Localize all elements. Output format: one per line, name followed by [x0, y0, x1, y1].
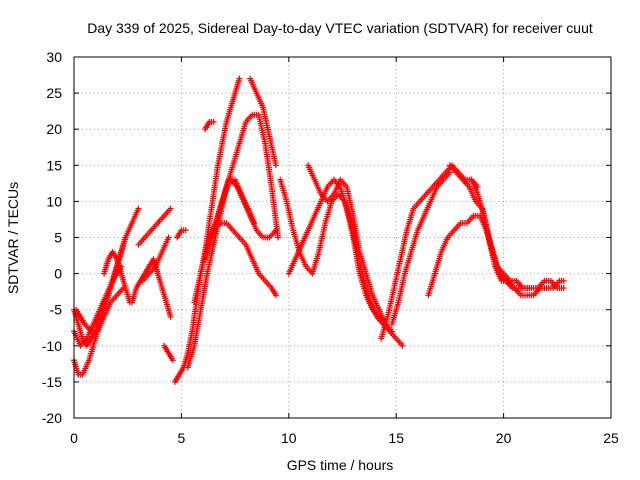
grid-lines — [74, 57, 611, 418]
data-point — [167, 313, 174, 320]
x-tick-label: 10 — [281, 430, 297, 446]
data-point — [275, 234, 282, 241]
x-axis-label: GPS time / hours — [287, 457, 394, 473]
y-tick-label: 30 — [46, 49, 62, 65]
x-tick-label: 20 — [496, 430, 512, 446]
data-point — [272, 227, 279, 234]
y-tick-label: 0 — [54, 266, 62, 282]
series-s25 — [202, 118, 217, 133]
data-point — [446, 169, 453, 176]
data-point — [182, 227, 189, 234]
y-tick-label: 5 — [54, 230, 62, 246]
x-tick-label: 15 — [388, 430, 404, 446]
data-point — [165, 234, 172, 241]
data-point — [399, 342, 406, 349]
series-s5 — [101, 248, 133, 306]
y-tick-label: 10 — [46, 193, 62, 209]
series-s12 — [191, 220, 279, 306]
data-point — [388, 328, 395, 335]
data-point — [169, 357, 176, 364]
chart-title: Day 339 of 2025, Sidereal Day-to-day VTE… — [87, 20, 593, 36]
data-point — [560, 285, 567, 292]
series-s21 — [425, 212, 567, 299]
data-points — [71, 75, 567, 385]
data-point — [210, 118, 217, 125]
data-point — [474, 183, 481, 190]
series-s8 — [139, 234, 172, 284]
y-tick-label: 20 — [46, 121, 62, 137]
y-tick-label: -5 — [50, 302, 63, 318]
data-point — [272, 292, 279, 299]
data-point — [526, 285, 533, 292]
y-tick-label: -20 — [42, 410, 62, 426]
plot-frame — [73, 56, 612, 419]
x-tick-label: 5 — [178, 430, 186, 446]
data-point — [251, 220, 258, 227]
series-s23 — [468, 176, 533, 292]
data-point — [272, 162, 279, 169]
series-s7 — [135, 205, 174, 248]
data-point — [122, 234, 129, 241]
axis-ticks: 0 5 10 15 20 25 -20 -15 -10 -5 0 5 10 15 20 25 30 — [42, 49, 619, 446]
series-s14 — [206, 176, 258, 241]
series-s18 — [305, 162, 389, 328]
x-tick-label: 0 — [70, 430, 78, 446]
data-point — [560, 277, 567, 284]
data-point — [167, 205, 174, 212]
data-point — [135, 205, 142, 212]
series-s24 — [174, 227, 189, 241]
series-s6 — [128, 256, 174, 320]
y-tick-label: -10 — [42, 338, 62, 354]
series-s20 — [388, 169, 453, 328]
x-tick-label: 25 — [603, 430, 619, 446]
y-tick-label: 15 — [46, 157, 62, 173]
data-point — [236, 75, 243, 82]
series-s9 — [161, 342, 176, 364]
series-s1 — [71, 205, 142, 349]
series-s15 — [247, 75, 279, 169]
y-tick-label: -15 — [42, 374, 62, 390]
y-axis-label: SDTVAR / TECUs — [5, 182, 21, 294]
y-tick-label: 25 — [46, 85, 62, 101]
series-s11 — [184, 111, 282, 371]
